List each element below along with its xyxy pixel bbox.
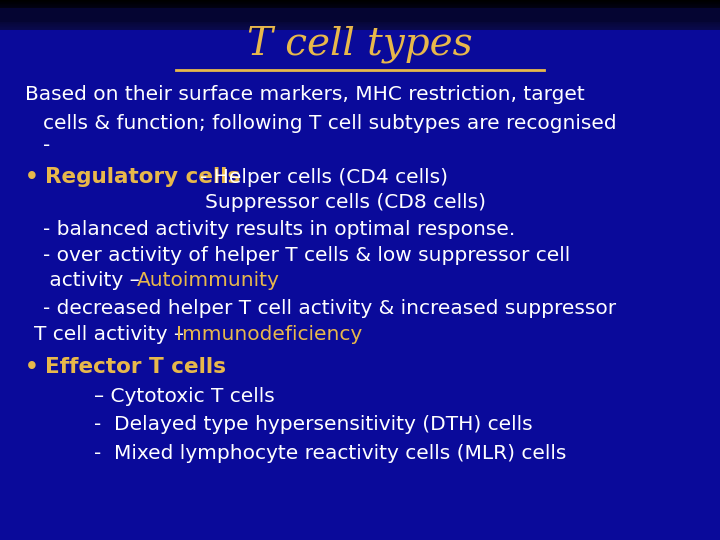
Text: - balanced activity results in optimal response.: - balanced activity results in optimal r…: [43, 220, 516, 239]
Text: -  Mixed lymphocyte reactivity cells (MLR) cells: - Mixed lymphocyte reactivity cells (MLR…: [94, 444, 566, 463]
Text: activity –: activity –: [43, 271, 146, 291]
Text: T cell types: T cell types: [247, 25, 473, 63]
Text: Regulatory cells: Regulatory cells: [45, 167, 240, 187]
Text: - over activity of helper T cells & low suppressor cell: - over activity of helper T cells & low …: [43, 246, 570, 265]
Text: T cell activity –: T cell activity –: [34, 325, 190, 345]
Text: Effector T cells: Effector T cells: [45, 357, 226, 377]
Text: •: •: [25, 357, 39, 377]
Text: Immunodeficiency: Immunodeficiency: [176, 325, 363, 345]
Text: Autoimmunity: Autoimmunity: [137, 271, 279, 291]
Text: cells & function; following T cell subtypes are recognised: cells & function; following T cell subty…: [43, 113, 617, 133]
Text: -: -: [43, 136, 50, 156]
Text: Based on their surface markers, MHC restriction, target: Based on their surface markers, MHC rest…: [25, 85, 585, 104]
Text: •: •: [25, 167, 39, 187]
Text: -  Delayed type hypersensitivity (DTH) cells: - Delayed type hypersensitivity (DTH) ce…: [94, 415, 532, 435]
Text: - decreased helper T cell activity & increased suppressor: - decreased helper T cell activity & inc…: [43, 299, 616, 319]
Text: Suppressor cells (CD8 cells): Suppressor cells (CD8 cells): [205, 193, 486, 212]
Text: - Helper cells (CD4 cells): - Helper cells (CD4 cells): [200, 167, 448, 187]
Text: – Cytotoxic T cells: – Cytotoxic T cells: [94, 387, 274, 407]
